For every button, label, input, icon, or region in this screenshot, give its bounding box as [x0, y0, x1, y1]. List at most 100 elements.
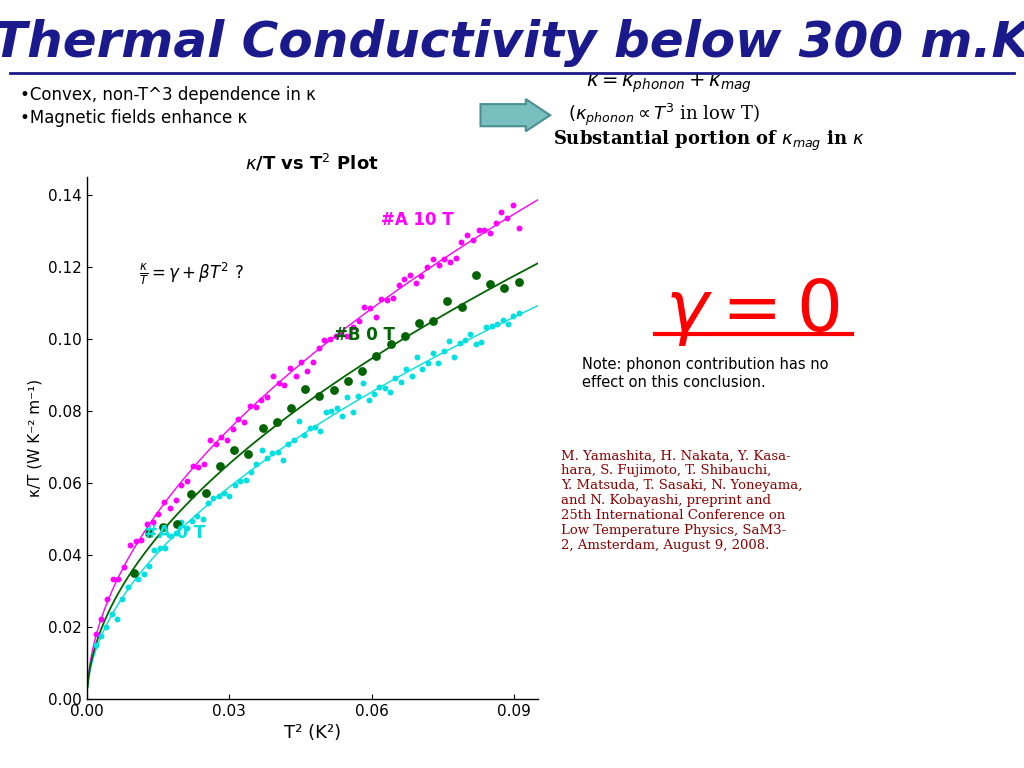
Point: [302, 422, 318, 434]
Point: [122, 539, 138, 551]
Point: [155, 521, 171, 533]
Point: [401, 269, 418, 281]
Point: [390, 280, 407, 292]
Point: [355, 376, 372, 389]
Point: [213, 430, 229, 442]
Point: [146, 545, 163, 557]
Point: [356, 301, 373, 313]
Point: [499, 212, 515, 224]
Title: $\kappa$/T vs T$^2$ Plot: $\kappa$/T vs T$^2$ Plot: [246, 153, 379, 174]
Point: [377, 382, 393, 394]
Point: [387, 372, 403, 384]
Point: [230, 413, 247, 425]
Point: [430, 357, 446, 369]
Point: [291, 415, 307, 427]
Point: [497, 282, 513, 294]
Point: [125, 567, 141, 579]
Point: [264, 369, 281, 382]
Point: [312, 425, 329, 437]
Point: [178, 522, 195, 535]
Point: [103, 608, 120, 621]
Point: [323, 406, 339, 418]
Point: [127, 535, 143, 547]
Point: [329, 402, 345, 414]
Point: [152, 542, 168, 554]
Point: [248, 401, 264, 413]
Point: [269, 445, 286, 458]
Point: [382, 338, 398, 350]
Point: [259, 391, 275, 403]
Point: [236, 415, 252, 428]
Point: [202, 433, 218, 445]
Point: [425, 346, 441, 359]
Point: [510, 222, 526, 234]
Point: [99, 592, 116, 604]
Point: [392, 376, 409, 389]
Point: [93, 630, 110, 642]
Point: [111, 572, 127, 584]
Point: [208, 439, 224, 451]
Point: [130, 573, 146, 585]
Point: [408, 276, 424, 289]
Point: [435, 345, 452, 357]
Point: [350, 390, 367, 402]
Point: [505, 198, 521, 210]
Point: [339, 391, 355, 403]
Text: •Magnetic fields enhance κ: •Magnetic fields enhance κ: [20, 109, 248, 127]
Point: [281, 438, 297, 450]
Point: [139, 518, 156, 531]
Point: [510, 276, 526, 288]
Point: [243, 465, 259, 478]
Point: [328, 330, 344, 343]
Point: [242, 400, 258, 412]
Point: [440, 335, 457, 347]
Point: [316, 334, 333, 346]
Point: [93, 613, 110, 625]
Point: [226, 479, 243, 492]
Point: [373, 293, 389, 306]
Point: [411, 316, 427, 329]
Point: [345, 321, 361, 333]
Point: [98, 621, 115, 634]
Point: [173, 516, 189, 528]
Point: [344, 406, 360, 419]
Text: $\kappa = \kappa_{phonon} + \kappa_{mag}$: $\kappa = \kappa_{phonon} + \kappa_{mag}…: [586, 73, 752, 95]
Point: [254, 422, 270, 435]
Point: [414, 362, 430, 375]
Point: [307, 420, 324, 432]
Point: [179, 475, 196, 488]
Point: [283, 402, 299, 414]
Point: [226, 445, 243, 457]
Point: [414, 270, 430, 282]
Point: [419, 261, 435, 273]
Point: [441, 256, 458, 268]
Point: [452, 336, 468, 349]
Point: [462, 327, 478, 339]
Point: [219, 434, 236, 446]
Point: [354, 365, 371, 377]
Point: [360, 394, 377, 406]
Text: M. Yamashita, H. Nakata, Y. Kasa-
hara, S. Fujimoto, T. Shibauchi,
Y. Matsuda, T: M. Yamashita, H. Nakata, Y. Kasa- hara, …: [561, 449, 803, 552]
Point: [205, 492, 221, 505]
Point: [476, 224, 493, 237]
X-axis label: T² (K²): T² (K²): [284, 724, 341, 743]
Point: [169, 518, 185, 530]
Point: [317, 406, 334, 419]
Point: [133, 534, 150, 546]
Point: [304, 356, 321, 369]
Point: [430, 259, 446, 271]
Y-axis label: κ/T (W K⁻² m⁻¹): κ/T (W K⁻² m⁻¹): [28, 379, 43, 497]
Text: #B 0 T: #B 0 T: [334, 326, 394, 344]
Point: [489, 317, 506, 329]
Text: Substantial portion of $\kappa_{mag}$ in $\kappa$: Substantial portion of $\kappa_{mag}$ in…: [553, 129, 865, 154]
Point: [238, 474, 254, 486]
Point: [293, 356, 309, 368]
Point: [385, 292, 401, 304]
Point: [297, 382, 313, 395]
Point: [420, 357, 436, 369]
Point: [87, 628, 103, 641]
Point: [311, 389, 328, 402]
Point: [361, 301, 378, 313]
FancyArrow shape: [480, 99, 550, 131]
Point: [276, 379, 293, 391]
